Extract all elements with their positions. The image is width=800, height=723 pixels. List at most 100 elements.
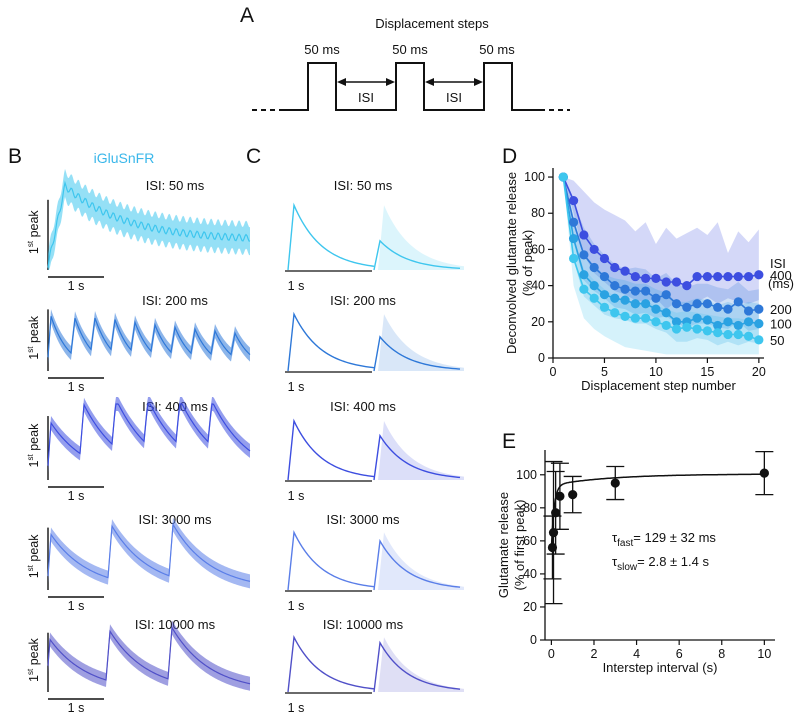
c-model-trace [285,202,464,272]
c-isi-label: ISI: 200 ms [330,293,396,308]
e-y-tick-label: 20 [523,600,537,614]
point-series-50 [558,172,568,182]
b-isi-label: ISI: 3000 ms [139,512,212,527]
b-peak-axis-label: 1st peak [26,534,41,579]
point-series-50 [702,326,712,336]
peak-axis-label-number: 1 [27,571,41,578]
c-model-trace [285,418,464,482]
b-trace-band [48,620,250,691]
point-series-100 [713,320,723,331]
d-x-tick-label: 15 [700,365,714,379]
d-y-tick-label: 80 [531,206,545,220]
e-y-axis-label: Glutamate release [496,492,511,598]
peak-axis-label: 1st peak [26,315,41,360]
trace-row-isi-50: ISI: 50 ms ISI: 50 ms 1st peak 1 s 1 s [26,168,464,293]
data-point [568,490,578,500]
step-waveform [280,62,540,111]
point-series-200 [671,299,682,309]
d-x-tick-label: 0 [550,365,557,379]
point-series-400 [599,253,610,264]
b-scalebar-label: 1 s [68,599,85,613]
b-trace-band [48,168,250,270]
point-series-100 [589,281,599,291]
isi-arrow-1-head-right [386,78,395,86]
e-y-tick-label: 60 [523,534,537,548]
trace-row-isi-3000: ISI: 3000 ms ISI: 3000 ms 1st peak 1 s 1… [26,512,464,613]
series-label-50: 50 [770,333,784,348]
point-series-400 [702,271,712,282]
point-series-200 [620,284,630,294]
point-series-100 [743,317,754,327]
peak-axis-label-sup: st [26,346,35,353]
e-y-tick-label: 100 [516,468,537,482]
point-series-50 [579,284,589,294]
point-series-50 [661,320,671,331]
point-series-50 [692,324,702,334]
b-trace [47,620,251,700]
e-y-tick-label: 40 [523,567,537,581]
point-series-100 [630,299,640,309]
data-point [551,508,561,518]
d-x-tick-label: 20 [752,365,766,379]
point-series-200 [692,299,702,309]
isi-arrow-2-head-right [474,78,483,86]
b-isi-label: ISI: 400 ms [142,399,208,414]
point-series-400 [641,273,651,283]
c-transient-band [378,420,464,480]
c-transient-band [378,205,464,270]
d-axes [548,168,764,363]
e-x-tick-label: 4 [633,647,640,661]
point-series-400 [589,244,599,255]
isi-label-2: ISI [446,90,462,105]
fit-curve [550,473,769,550]
point-series-200 [702,299,712,309]
e-y-tick-label: 0 [530,633,537,647]
c-transient-band [378,532,464,590]
point-series-400 [651,273,661,283]
b-isi-label: ISI: 10000 ms [135,617,216,632]
peak-axis-label-number: 1 [27,247,41,254]
data-point [555,491,565,501]
point-series-50 [641,313,651,323]
c-isi-label: ISI: 10000 ms [323,617,404,632]
isi-arrow-1-head-left [337,78,346,86]
peak-axis-label: 1st peak [26,534,41,579]
b-trace-band [48,309,250,365]
point-series-100 [651,304,661,314]
b-trace-band [48,517,250,589]
c-model-trace [285,311,464,373]
peak-axis-label-sup: st [26,564,35,571]
point-series-50 [651,317,661,327]
series-label-400: 400 [770,268,792,283]
point-series-400 [723,271,733,282]
c-transient-band [378,637,464,692]
b-isi-label: ISI: 50 ms [146,178,205,193]
e-y-tick-label: 80 [523,501,537,515]
point-series-200 [630,286,640,296]
point-series-100 [641,299,651,309]
data-point [547,542,558,553]
panel-b-label: B [8,145,22,168]
peak-axis-label-number: 1 [27,675,41,682]
series-label-100: 100 [770,317,792,332]
c-first-transient [287,418,375,481]
d-tick-labels: 0 5 10 15 20 0 20 40 60 80 100 [524,170,766,379]
e-x-tick-label: 0 [548,647,555,661]
d-y-tick-label: 0 [538,351,545,365]
point-series-50 [723,329,733,340]
data-point [548,528,559,538]
point-series-400 [568,195,579,206]
d-y-tick-label: 100 [524,170,545,184]
e-x-tick-label: 10 [757,647,771,661]
point-series-200 [568,217,579,227]
c-scalebar-label: 1 s [288,701,305,715]
point-series-100 [610,293,620,303]
d-x-axis-label: Displacement step number [581,378,736,393]
data-point [610,478,620,488]
c-isi-label: ISI: 50 ms [334,178,393,193]
tau-fast-subscript: fast [617,538,633,549]
point-series-200 [651,293,661,303]
e-axes [540,450,775,645]
